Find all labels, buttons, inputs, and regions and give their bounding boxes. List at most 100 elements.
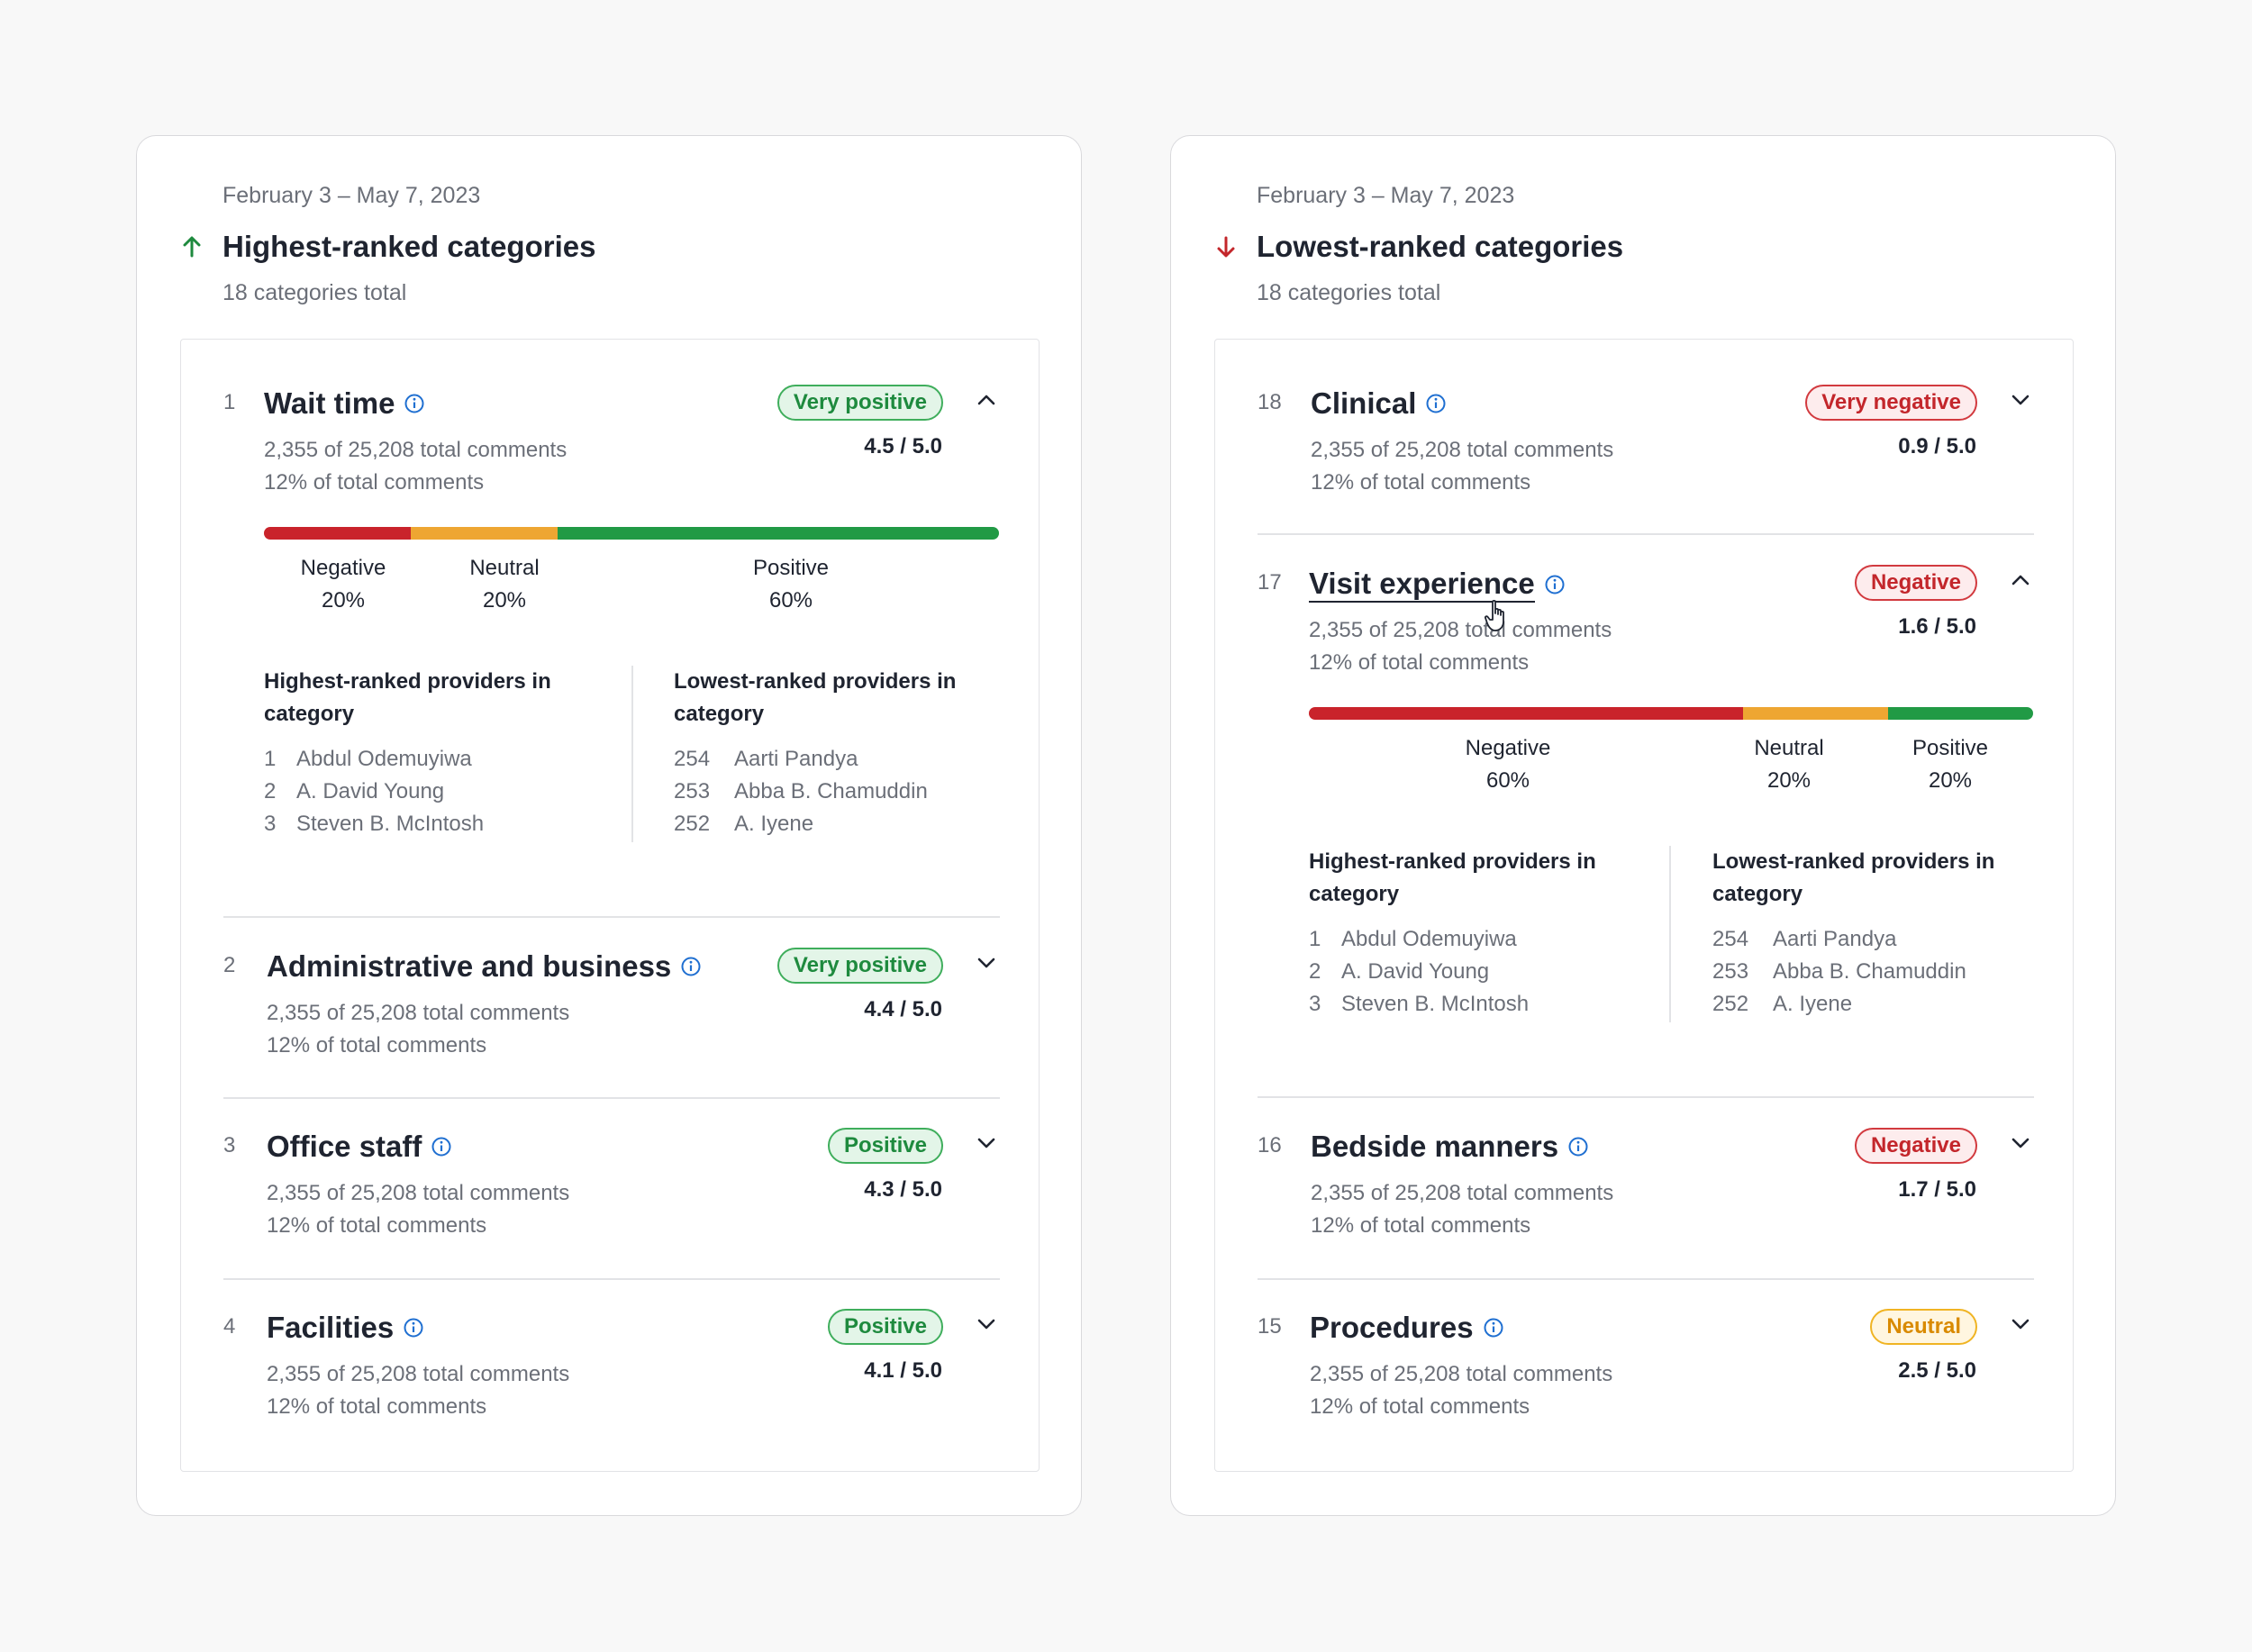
provider-rank: 3	[1309, 992, 1321, 1016]
positive-label-text: Positive	[752, 556, 830, 580]
provider-item[interactable]: 252 A. Iyene	[1712, 988, 2055, 1021]
date-range: February 3 – May 7, 2023	[1257, 183, 1515, 208]
category-score: 1.7 / 5.0	[1898, 1177, 1976, 1202]
category-name[interactable]: Bedside manners	[1311, 1130, 1559, 1163]
provider-name: A. David Young	[296, 779, 445, 803]
info-icon[interactable]	[680, 956, 702, 977]
provider-name: Abdul Odemuyiwa	[296, 747, 472, 771]
category-name[interactable]: Administrative and business	[267, 949, 672, 983]
provider-item[interactable]: 254 Aarti Pandya	[674, 743, 1016, 776]
provider-rank: 252	[674, 812, 711, 836]
sentiment-badge: Very negative	[1805, 385, 1977, 421]
negative-percent: 60%	[1485, 768, 1530, 793]
neutral-segment	[1743, 707, 1889, 720]
provider-item[interactable]: 254 Aarti Pandya	[1712, 923, 2055, 956]
provider-rank: 2	[264, 779, 277, 803]
category-row[interactable]: 2 Administrative and business 2,355 of 2…	[223, 948, 1000, 1057]
category-row[interactable]: 18 Clinical 2,355 of 25,208 total commen…	[1258, 385, 2034, 495]
category-list: 1 Wait time 2,355 of 25,208 total commen…	[180, 339, 1040, 1472]
comment-count: 2,355 of 25,208 total comments	[1309, 618, 1612, 642]
category-name[interactable]: Clinical	[1311, 386, 1417, 420]
chevron-up-icon[interactable]	[973, 386, 1000, 413]
sentiment-badge: Very positive	[776, 385, 943, 421]
info-icon[interactable]	[403, 1317, 424, 1339]
lowest-providers: Lowest-ranked providers in category 254 A…	[1712, 846, 2055, 1021]
info-icon[interactable]	[1483, 1317, 1504, 1339]
highest-providers: Highest-ranked providers in category 1 Ab…	[264, 666, 606, 840]
sentiment-badge: Very positive	[776, 948, 943, 984]
highest-providers: Highest-ranked providers in category 1 Ab…	[1309, 846, 1651, 1021]
provider-item[interactable]: 1 Abdul Odemuyiwa	[1309, 923, 1651, 956]
arrow-down-icon	[1214, 235, 1257, 259]
category-rank: 3	[223, 1133, 236, 1157]
provider-rank: 1	[264, 747, 277, 771]
provider-item[interactable]: 1 Abdul Odemuyiwa	[264, 743, 606, 776]
info-icon[interactable]	[1567, 1136, 1589, 1157]
categories-total: 18 categories total	[1257, 280, 1441, 305]
provider-item[interactable]: 252 A. Iyene	[674, 808, 1016, 840]
negative-label: Negative 20%	[301, 552, 386, 617]
neutral-label: Neutral 20%	[1754, 732, 1823, 797]
positive-segment	[558, 527, 999, 540]
category-score: 4.4 / 5.0	[864, 997, 942, 1021]
chevron-down-icon[interactable]	[973, 949, 1000, 976]
comment-count: 2,355 of 25,208 total comments	[267, 1362, 570, 1386]
negative-segment	[264, 527, 412, 540]
sentiment-badge: Negative	[1854, 565, 1977, 601]
lowest-providers: Lowest-ranked providers in category 254 A…	[674, 666, 1016, 840]
category-rank: 4	[223, 1314, 236, 1339]
category-name[interactable]: Wait time	[264, 386, 395, 420]
positive-segment	[1888, 707, 2033, 720]
comment-percent: 12% of total comments	[1309, 650, 1530, 675]
comment-percent: 12% of total comments	[1311, 1213, 1531, 1238]
category-name[interactable]: Visit experience	[1309, 567, 1535, 603]
row-divider	[1258, 533, 2034, 535]
chevron-down-icon[interactable]	[2007, 1130, 2034, 1157]
neutral-percent: 20%	[1766, 768, 1812, 793]
provider-item[interactable]: 2 A. David Young	[264, 776, 606, 808]
category-row[interactable]: 4 Facilities 2,355 of 25,208 total comme…	[223, 1309, 1000, 1419]
lowest-providers-title: Lowest-ranked providers in category	[1712, 849, 1995, 906]
provider-item[interactable]: 3 Steven B. McIntosh	[1309, 988, 1651, 1021]
pointer-cursor-icon	[1485, 599, 1512, 638]
provider-name: Aarti Pandya	[734, 747, 858, 771]
chevron-down-icon[interactable]	[2007, 386, 2034, 413]
category-row[interactable]: 15 Procedures 2,355 of 25,208 total comm…	[1258, 1309, 2034, 1419]
provider-item[interactable]: 3 Steven B. McIntosh	[264, 808, 606, 840]
chevron-down-icon[interactable]	[973, 1130, 1000, 1157]
sentiment-badge: Positive	[827, 1128, 943, 1164]
highest-providers-title: Highest-ranked providers in category	[264, 669, 551, 726]
provider-item[interactable]: 253 Abba B. Chamuddin	[674, 776, 1016, 808]
category-score: 0.9 / 5.0	[1898, 434, 1976, 458]
lowest-ranked-card: February 3 – May 7, 2023 Lowest-ranked c…	[1170, 135, 2116, 1516]
negative-segment	[1309, 707, 1744, 720]
provider-item[interactable]: 253 Abba B. Chamuddin	[1712, 956, 2055, 988]
category-name[interactable]: Office staff	[267, 1130, 422, 1163]
provider-name: A. Iyene	[1773, 992, 1853, 1016]
row-divider	[223, 1278, 1000, 1280]
category-row[interactable]: 1 Wait time 2,355 of 25,208 total commen…	[223, 385, 1000, 891]
comment-percent: 12% of total comments	[267, 1033, 487, 1057]
category-name[interactable]: Procedures	[1310, 1311, 1474, 1344]
comment-count: 2,355 of 25,208 total comments	[1310, 1362, 1613, 1386]
chevron-down-icon[interactable]	[973, 1311, 1000, 1338]
info-icon[interactable]	[404, 393, 425, 414]
info-icon[interactable]	[431, 1136, 452, 1157]
category-row[interactable]: 17 Visit experience 2,355 of 25,208 tota…	[1258, 565, 2034, 1071]
comment-count: 2,355 of 25,208 total comments	[1311, 1181, 1614, 1205]
category-row[interactable]: 16 Bedside manners 2,355 of 25,208 total…	[1258, 1128, 2034, 1238]
chevron-down-icon[interactable]	[2007, 1311, 2034, 1338]
provider-item[interactable]: 2 A. David Young	[1309, 956, 1651, 988]
row-divider	[1258, 1096, 2034, 1098]
provider-rank: 1	[1309, 927, 1321, 951]
comment-percent: 12% of total comments	[1310, 1394, 1530, 1419]
neutral-label-text: Neutral	[1754, 736, 1824, 760]
sentiment-bar	[264, 527, 999, 540]
category-row[interactable]: 3 Office staff 2,355 of 25,208 total com…	[223, 1128, 1000, 1238]
info-icon[interactable]	[1544, 574, 1566, 595]
provider-rank: 254	[1712, 927, 1749, 951]
card-title: Highest-ranked categories	[222, 230, 596, 263]
category-name[interactable]: Facilities	[267, 1311, 395, 1344]
chevron-up-icon[interactable]	[2007, 567, 2034, 594]
info-icon[interactable]	[1425, 393, 1447, 414]
